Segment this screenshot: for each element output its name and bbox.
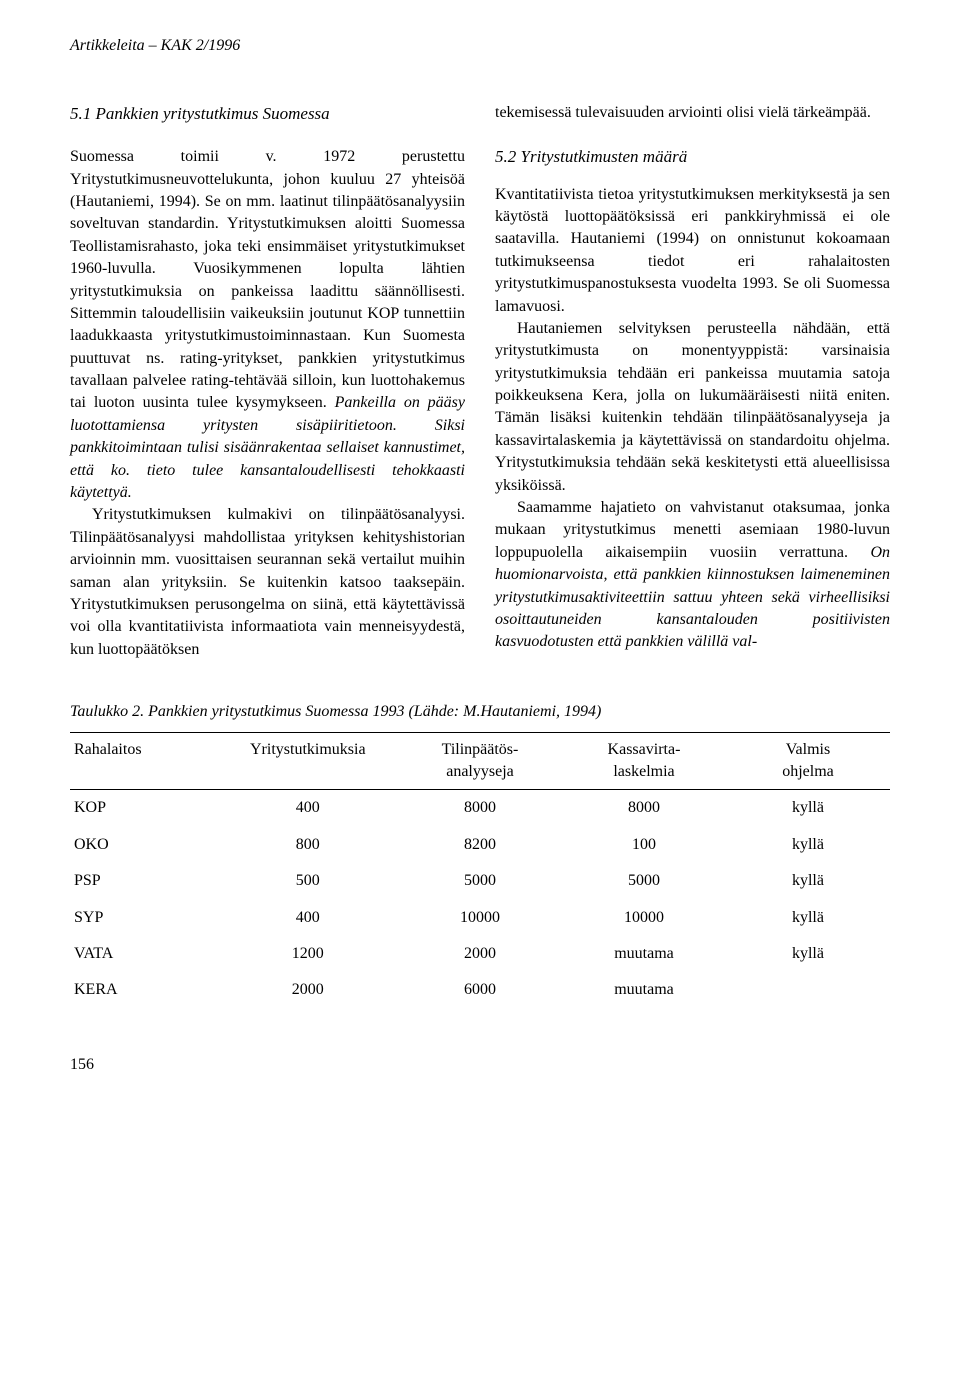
table-row: KOP40080008000kyllä xyxy=(70,790,890,827)
right-p0: tekemisessä tulevaisuuden arviointi olis… xyxy=(495,102,890,124)
col-header-0: Rahalaitos xyxy=(70,732,218,790)
table-cell: 10000 xyxy=(398,900,562,936)
table-cell: 8000 xyxy=(562,790,726,827)
table-cell: kyllä xyxy=(726,790,890,827)
table-cell: 6000 xyxy=(398,972,562,1008)
section-heading-5-2: 5.2 Yritystutkimusten määrä xyxy=(495,145,890,169)
table-cell: 8200 xyxy=(398,827,562,863)
table-body: KOP40080008000kylläOKO8008200100kylläPSP… xyxy=(70,790,890,1009)
table-cell: 400 xyxy=(218,790,398,827)
table-cell: KOP xyxy=(70,790,218,827)
table-cell: KERA xyxy=(70,972,218,1008)
table-cell: kyllä xyxy=(726,863,890,899)
table-cell xyxy=(726,972,890,1008)
right-p2: Hautaniemen selvityksen perusteella nähd… xyxy=(495,318,890,497)
table-cell: PSP xyxy=(70,863,218,899)
table-row: SYP4001000010000kyllä xyxy=(70,900,890,936)
table-cell: SYP xyxy=(70,900,218,936)
page-number: 156 xyxy=(70,1054,890,1076)
col-header-1: Yritystutkimuksia xyxy=(218,732,398,790)
page-header: Artikkeleita – KAK 2/1996 xyxy=(70,35,890,57)
table-cell: 2000 xyxy=(218,972,398,1008)
spacer xyxy=(495,125,890,145)
table-cell: muutama xyxy=(562,936,726,972)
table-cell: kyllä xyxy=(726,827,890,863)
col-header-2: Tilinpäätös-analyyseja xyxy=(398,732,562,790)
col-header-3: Kassavirta-laskelmia xyxy=(562,732,726,790)
right-p3-text: Saamamme hajatieto on vahvistanut otaksu… xyxy=(495,499,890,561)
table-row: OKO8008200100kyllä xyxy=(70,827,890,863)
left-p1-text: Suomessa toimii v. 1972 perustettu Yrity… xyxy=(70,148,465,411)
left-p2: Yritystutkimuksen kulmakivi on tilinpäät… xyxy=(70,504,465,661)
table-cell: 1200 xyxy=(218,936,398,972)
table-caption: Taulukko 2. Pankkien yritystutkimus Suom… xyxy=(70,701,890,723)
left-p1: Suomessa toimii v. 1972 perustettu Yrity… xyxy=(70,146,465,504)
table-cell: 2000 xyxy=(398,936,562,972)
content-columns: 5.1 Pankkien yritystutkimus Suomessa Suo… xyxy=(70,102,890,661)
table-cell: 500 xyxy=(218,863,398,899)
left-column: 5.1 Pankkien yritystutkimus Suomessa Suo… xyxy=(70,102,465,661)
table-row: KERA20006000muutama xyxy=(70,972,890,1008)
section-heading-5-1: 5.1 Pankkien yritystutkimus Suomessa xyxy=(70,102,465,126)
right-column: tekemisessä tulevaisuuden arviointi olis… xyxy=(495,102,890,661)
table-cell: 5000 xyxy=(562,863,726,899)
table-cell: kyllä xyxy=(726,900,890,936)
right-p3: Saamamme hajatieto on vahvistanut otaksu… xyxy=(495,497,890,654)
table-header-row: Rahalaitos Yritystutkimuksia Tilinpäätös… xyxy=(70,732,890,790)
col-header-4: Valmisohjelma xyxy=(726,732,890,790)
table-cell: 8000 xyxy=(398,790,562,827)
right-p1: Kvantitatiivista tietoa yritystutkimukse… xyxy=(495,184,890,318)
table-cell: kyllä xyxy=(726,936,890,972)
table-row: VATA12002000muutamakyllä xyxy=(70,936,890,972)
table-row: PSP50050005000kyllä xyxy=(70,863,890,899)
table-cell: OKO xyxy=(70,827,218,863)
table-cell: 100 xyxy=(562,827,726,863)
table-cell: 400 xyxy=(218,900,398,936)
table-cell: 5000 xyxy=(398,863,562,899)
table-cell: VATA xyxy=(70,936,218,972)
table-cell: muutama xyxy=(562,972,726,1008)
table-cell: 800 xyxy=(218,827,398,863)
table-cell: 10000 xyxy=(562,900,726,936)
data-table: Rahalaitos Yritystutkimuksia Tilinpäätös… xyxy=(70,732,890,1009)
